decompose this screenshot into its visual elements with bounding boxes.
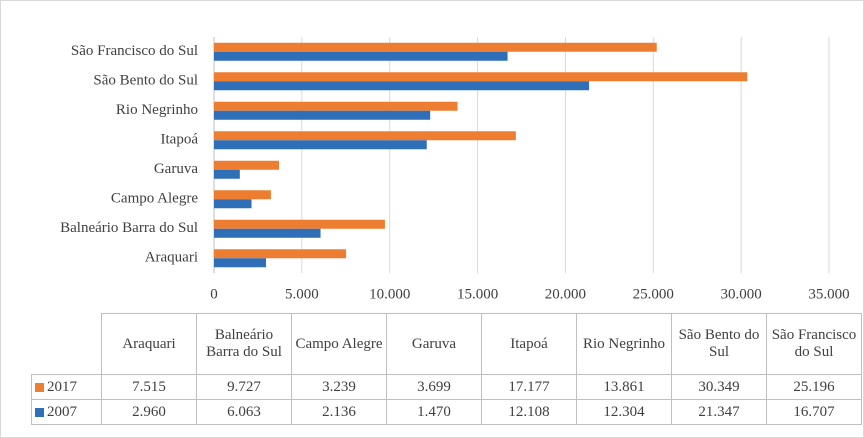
- column-header: Araquari: [101, 313, 197, 375]
- bar: [214, 249, 347, 259]
- column-header: Garuva: [386, 313, 482, 375]
- x-tick-label: 0: [210, 286, 218, 302]
- column-header: Campo Alegre: [291, 313, 387, 375]
- x-tick-label: 5.000: [285, 286, 319, 302]
- bar: [214, 131, 516, 141]
- y-tick-label: Campo Alegre: [111, 191, 198, 207]
- series-row: 2017 7.515 9.727 3.239 3.699 17.177 13.861 30.3…: [31, 374, 862, 400]
- value-cell: 2.960: [101, 399, 197, 425]
- value-cell: 13.861: [576, 374, 672, 400]
- bar: [214, 219, 385, 229]
- y-tick-label: Balneário Barra do Sul: [60, 220, 198, 236]
- column-header: São Bento do Sul: [671, 313, 767, 375]
- legend-cell: 2017: [31, 374, 102, 400]
- bar: [214, 160, 279, 170]
- value-cell: 12.108: [481, 399, 577, 425]
- series-row: 2007 2.960 6.063 2.136 1.470 12.108 12.304 21.3…: [31, 399, 862, 425]
- bar: [214, 81, 590, 91]
- x-tick-label: 10.000: [369, 286, 410, 302]
- bar: [214, 140, 427, 150]
- x-tick-label: 30.000: [721, 286, 762, 302]
- column-header: Balneário Barra do Sul: [196, 313, 292, 375]
- y-tick-label: Itapoá: [161, 132, 199, 148]
- column-header: Itapoá: [481, 313, 577, 375]
- column-header: Rio Negrinho: [576, 313, 672, 375]
- legend-cell: 2007: [31, 399, 102, 425]
- value-cell: 7.515: [101, 374, 197, 400]
- legend-key: [35, 382, 44, 392]
- x-tick-label: 20.000: [545, 286, 586, 302]
- value-cell: 3.699: [386, 374, 482, 400]
- bar: [214, 190, 271, 200]
- value-cell: 6.063: [196, 399, 292, 425]
- value-cell: 30.349: [671, 374, 767, 400]
- bar: [214, 199, 252, 209]
- legend-label: 2007: [47, 403, 77, 420]
- y-tick-label: São Francisco do Sul: [71, 43, 198, 59]
- value-cell: 1.470: [386, 399, 482, 425]
- y-tick-label: São Bento do Sul: [93, 73, 198, 89]
- value-cell: 3.239: [291, 374, 387, 400]
- bar: [214, 258, 267, 268]
- x-tick-label: 15.000: [457, 286, 498, 302]
- bar: [214, 72, 748, 82]
- corner-cell: [31, 313, 102, 375]
- legend-key: [35, 407, 44, 417]
- bar: [214, 169, 240, 179]
- value-cell: 25.196: [766, 374, 862, 400]
- bar: [214, 51, 508, 61]
- bar: [214, 101, 458, 111]
- data-table: Araquari Balneário Barra do Sul Campo Aleg…: [31, 313, 862, 425]
- y-tick-label: Araquari: [145, 250, 198, 266]
- y-tick-label: Rio Negrinho: [116, 102, 198, 118]
- x-tick-label: 35.000: [808, 286, 849, 302]
- value-cell: 16.707: [766, 399, 862, 425]
- header-row: Araquari Balneário Barra do Sul Campo Aleg…: [31, 313, 862, 375]
- bar: [214, 42, 657, 52]
- value-cell: 9.727: [196, 374, 292, 400]
- legend-label: 2017: [47, 378, 77, 395]
- bar: [214, 228, 321, 238]
- x-tick-label: 25.000: [633, 286, 674, 302]
- value-cell: 17.177: [481, 374, 577, 400]
- y-tick-label: Garuva: [154, 161, 198, 177]
- column-header: São Francisco do Sul: [766, 313, 862, 375]
- bar: [214, 110, 431, 120]
- value-cell: 21.347: [671, 399, 767, 425]
- value-cell: 2.136: [291, 399, 387, 425]
- value-cell: 12.304: [576, 399, 672, 425]
